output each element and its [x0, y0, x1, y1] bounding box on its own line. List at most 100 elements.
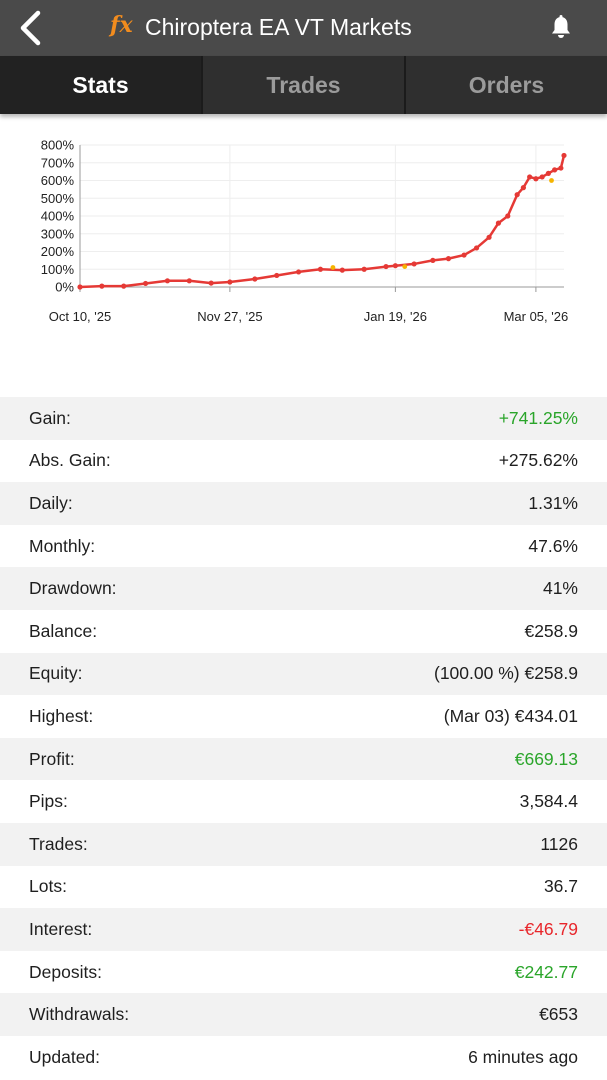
stat-value: 1126	[540, 833, 578, 854]
y-tick-label: 0%	[55, 280, 74, 295]
y-tick-label: 500%	[41, 191, 75, 206]
stat-label: Interest:	[29, 918, 93, 939]
data-point	[539, 174, 545, 180]
stat-label: Gain:	[29, 407, 71, 428]
tab-orders[interactable]: Orders	[404, 56, 607, 114]
stat-label: Equity:	[29, 663, 83, 684]
data-point	[430, 257, 436, 263]
data-point	[227, 279, 233, 285]
tab-stats[interactable]: Stats	[0, 56, 201, 114]
stat-label: Abs. Gain:	[29, 450, 111, 471]
growth-chart-svg: 800% 700% 600% 500% 400% 300% 200% 100% 0% Oct 10…	[41, 138, 568, 325]
stat-label: Daily:	[29, 492, 73, 513]
data-point	[411, 261, 417, 267]
stat-label: Updated:	[29, 1046, 101, 1067]
stat-value: 1.31%	[528, 492, 578, 513]
y-tick-label: 400%	[41, 209, 75, 224]
stat-value: 36.7	[543, 876, 578, 897]
stat-row: Lots: 36.7	[0, 866, 607, 909]
stat-value: €258.9	[524, 620, 578, 641]
data-point	[545, 170, 551, 176]
data-point	[473, 245, 480, 251]
stat-row: Updated: 6 minutes ago	[0, 1036, 607, 1079]
stat-row: Interest: -€46.79	[0, 908, 607, 951]
stat-label: Drawdown:	[29, 578, 117, 599]
data-point	[558, 165, 564, 171]
data-point	[520, 185, 527, 191]
stat-value: 6 minutes ago	[468, 1046, 578, 1067]
page-title: Chiroptera EA VT Markets	[145, 14, 412, 40]
y-tick-label: 700%	[41, 155, 75, 170]
data-point	[77, 284, 83, 290]
tab-trades[interactable]: Trades	[201, 56, 404, 114]
data-point	[164, 278, 171, 284]
data-point	[121, 283, 127, 289]
data-point	[208, 280, 214, 286]
stat-row: Gain: +741.25%	[0, 397, 607, 440]
stat-label: Deposits:	[29, 961, 102, 982]
stat-value: (Mar 03) €434.01	[443, 705, 578, 726]
stat-value: +275.62%	[498, 450, 578, 471]
x-tick-label: Oct 10, '25	[49, 309, 111, 324]
data-point	[317, 266, 324, 272]
y-tick-label: 200%	[41, 244, 75, 259]
data-point	[186, 278, 192, 284]
y-tick-label: 100%	[41, 262, 75, 277]
stat-row: Trades: 1126	[0, 822, 607, 866]
stat-row: Pips: 3,584.4	[0, 780, 607, 823]
data-point	[99, 283, 105, 289]
x-tick-label: Jan 19, '26	[364, 309, 427, 324]
stat-value: (100.00 %) €258.9	[434, 663, 578, 684]
stat-label: Lots:	[29, 876, 67, 897]
stat-row: Balance: €258.9	[0, 610, 607, 653]
bell-icon[interactable]	[548, 14, 574, 40]
data-point	[561, 152, 567, 159]
data-point	[495, 220, 502, 226]
stat-value: -€46.79	[518, 918, 578, 939]
data-point	[527, 174, 533, 180]
stat-row: Monthly: 47.6%	[0, 525, 607, 568]
stat-row: Abs. Gain: +275.62%	[0, 440, 607, 483]
data-point	[505, 213, 511, 219]
stat-value: 41%	[542, 578, 578, 599]
highlight-point	[330, 265, 336, 270]
stat-label: Pips:	[29, 791, 68, 812]
stat-row: Daily: 1.31%	[0, 482, 607, 525]
stat-value: +741.25%	[498, 407, 578, 428]
data-point	[486, 234, 492, 240]
stat-row: Deposits: €242.77	[0, 951, 607, 994]
stat-value: €669.13	[514, 748, 578, 769]
stat-label: Withdrawals:	[29, 1004, 130, 1025]
data-point	[142, 280, 149, 287]
stat-value: €653	[539, 1004, 578, 1025]
data-point	[339, 267, 345, 273]
highlight-point	[549, 178, 554, 183]
stats-list: Gain: +741.25% Abs. Gain: +275.62% Daily: 1.3…	[0, 397, 607, 1079]
stat-row: Equity: (100.00 %) €258.9	[0, 652, 607, 696]
fx-logo: fx	[110, 12, 133, 38]
stat-value: 3,584.4	[519, 791, 578, 812]
chevron-left-icon[interactable]	[14, 8, 48, 48]
stat-label: Monthly:	[29, 535, 96, 556]
tab-bar: Stats Trades Orders	[0, 56, 607, 114]
y-tick-label: 600%	[41, 173, 75, 188]
stat-label: Trades:	[29, 833, 88, 854]
data-point	[383, 263, 389, 270]
stat-row: Withdrawals: €653	[0, 993, 607, 1036]
data-point	[533, 176, 539, 182]
data-point	[252, 276, 258, 282]
stat-value: 47.6%	[528, 535, 578, 556]
growth-chart: 800% 700% 600% 500% 400% 300% 200% 100% 0% Oct 10…	[0, 130, 607, 340]
stat-row: Drawdown: 41%	[0, 567, 607, 610]
stat-value: €242.77	[514, 961, 578, 982]
data-point	[445, 256, 452, 262]
nav-bar: fx Chiroptera EA VT Markets	[0, 0, 607, 56]
y-tick-label: 800%	[41, 138, 75, 153]
data-point	[514, 192, 520, 198]
data-point	[295, 269, 302, 275]
y-tick-label: 300%	[41, 226, 75, 241]
data-point	[392, 263, 398, 269]
x-tick-label: Nov 27, '25	[197, 309, 262, 324]
data-point	[552, 167, 558, 173]
highlight-point	[402, 264, 408, 269]
